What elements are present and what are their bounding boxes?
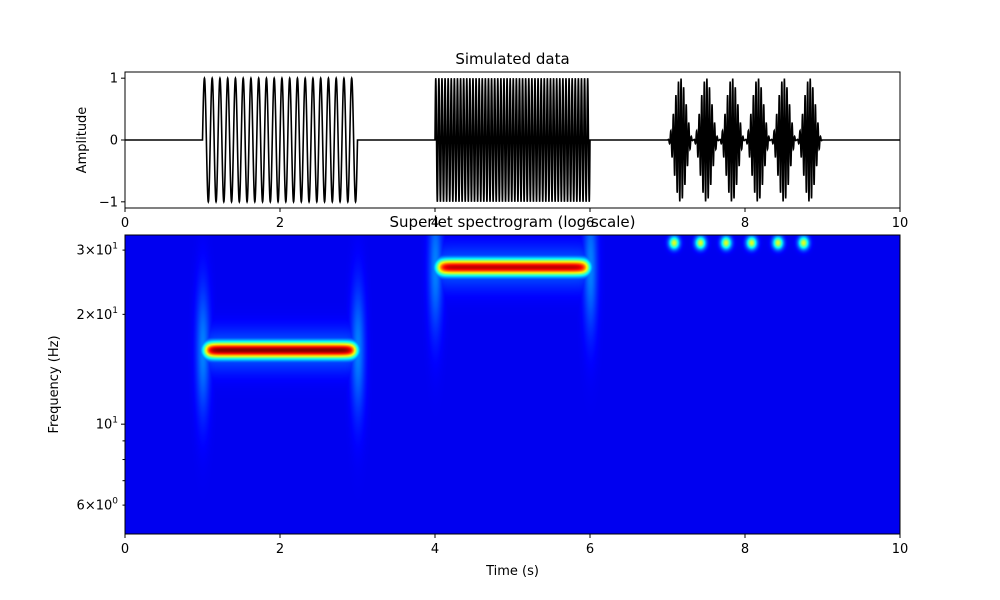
spectrogram-x-ticks: 0 2 4 6 8 10 bbox=[121, 534, 908, 557]
y-tick-base: 10 bbox=[96, 308, 113, 323]
spectrogram-x-tick-label: 8 bbox=[741, 542, 749, 557]
spectrogram-y-tick-label: 6×100 bbox=[77, 497, 119, 514]
y-tick-base: 10 bbox=[96, 244, 113, 259]
spectrogram-x-tick-label: 10 bbox=[892, 542, 909, 557]
y-tick-mantissa: 3× bbox=[77, 244, 96, 259]
spectrogram-y-tick-label: 101 bbox=[96, 416, 118, 433]
signal-x-tick-label: 4 bbox=[431, 216, 439, 231]
signal-x-tick-label: 0 bbox=[121, 216, 129, 231]
spectrogram-y-tick-label: 2×101 bbox=[77, 306, 118, 323]
signal-y-ticks: −1 0 1 bbox=[99, 72, 125, 210]
signal-axes: Simulated data 0 2 4 6 8 10 −101 Amplitude bbox=[75, 50, 908, 231]
signal-title: Simulated data bbox=[455, 50, 569, 68]
spectrogram-x-tick-label: 4 bbox=[431, 542, 439, 557]
signal-x-tick-label: 8 bbox=[741, 216, 749, 231]
signal-x-tick-label: 2 bbox=[276, 216, 284, 231]
spectrogram-y-label: Frequency (Hz) bbox=[47, 335, 62, 433]
y-tick-exponent: 1 bbox=[112, 416, 118, 426]
signal-x-tick-label: 6 bbox=[586, 216, 594, 231]
signal-y-label: Amplitude bbox=[75, 107, 90, 174]
spectrogram-y-tick-label: 3×101 bbox=[77, 242, 118, 259]
signal-y-tick-label: 1 bbox=[110, 72, 118, 87]
signal-y-tick-label: −1 bbox=[99, 195, 118, 210]
signal-line bbox=[125, 75, 900, 205]
y-tick-base: 10 bbox=[96, 418, 113, 433]
spectrogram-frame bbox=[124, 234, 901, 535]
spectrogram-heatmap bbox=[125, 235, 900, 534]
y-tick-mantissa: 6× bbox=[77, 499, 96, 514]
spectrogram-x-label: Time (s) bbox=[485, 564, 539, 579]
signal-x-tick-label: 10 bbox=[892, 216, 909, 231]
y-tick-exponent: 1 bbox=[112, 306, 118, 316]
spectrogram-title: Superlet spectrogram (log scale) bbox=[390, 213, 636, 231]
signal-x-ticks: 0 2 4 6 8 10 bbox=[121, 208, 908, 231]
spectrogram-x-tick-label: 2 bbox=[276, 542, 284, 557]
y-tick-exponent: 1 bbox=[112, 242, 118, 252]
signal-y-tick-label: 0 bbox=[110, 134, 118, 149]
y-tick-exponent: 0 bbox=[112, 497, 118, 507]
y-tick-base: 10 bbox=[96, 499, 113, 514]
spectrogram-x-tick-label: 0 bbox=[121, 542, 129, 557]
spectrogram-x-tick-label: 6 bbox=[586, 542, 594, 557]
y-tick-mantissa: 2× bbox=[77, 308, 96, 323]
